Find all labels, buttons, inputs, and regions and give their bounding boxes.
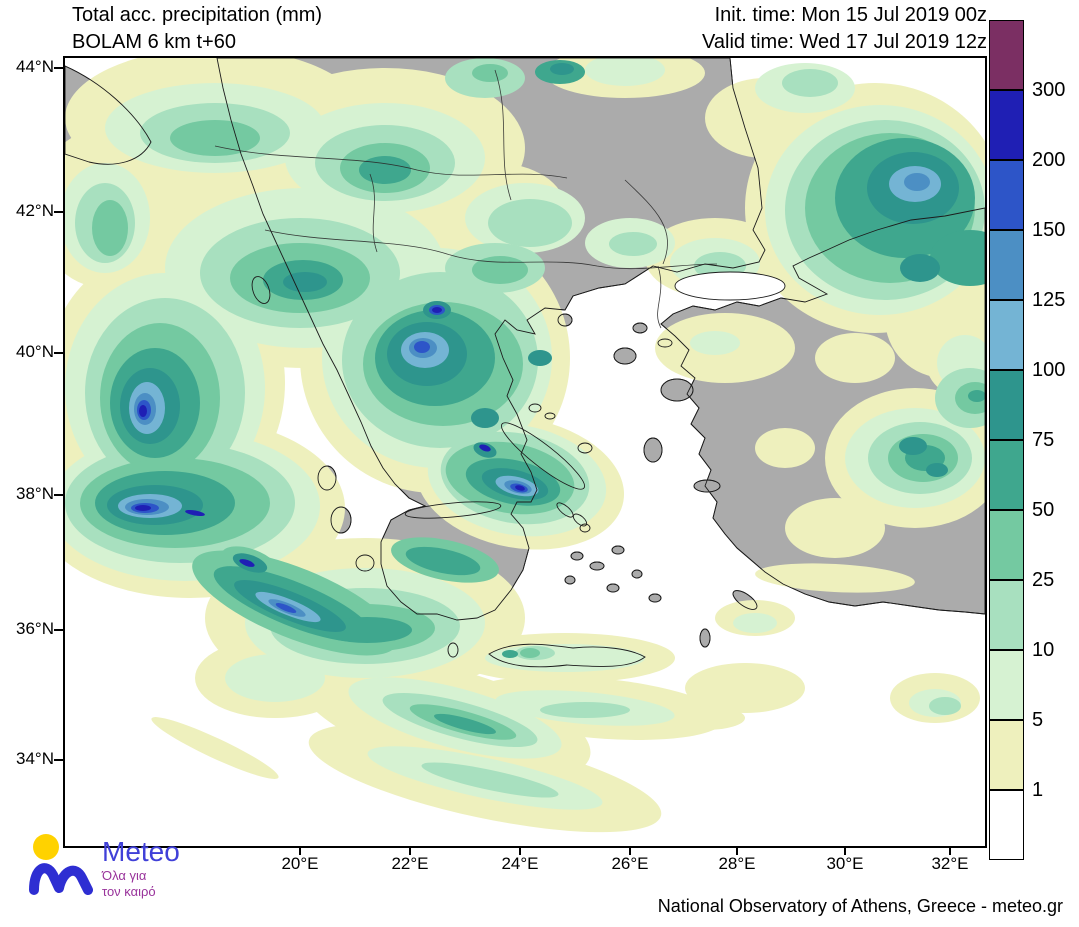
y-tick-mark: [54, 759, 63, 761]
x-tick-mark: [844, 846, 846, 855]
x-axis-label: 22°E: [391, 854, 429, 873]
y-axis-label: 36°N: [16, 619, 54, 638]
legend-tick-label: 150: [1032, 219, 1066, 241]
y-axis-label: 40°N: [16, 342, 54, 361]
legend-tick-label: 50: [1032, 499, 1055, 521]
x-tick-mark: [409, 846, 411, 855]
map-titles: Total acc. precipitation (mm) BOLAM 6 km…: [72, 2, 322, 56]
legend-color-box: [989, 440, 1024, 510]
brand-tagline-line2: τον καιρό: [102, 884, 156, 899]
y-axis-label: 38°N: [16, 484, 54, 503]
x-tick-mark: [299, 846, 301, 855]
legend-tick-label: 75: [1032, 429, 1055, 451]
attribution-text: National Observatory of Athens, Greece -…: [657, 896, 1063, 916]
sea-of-marmara: [674, 271, 786, 301]
precipitation-layer: [65, 58, 985, 833]
legend-tick-label: 5: [1032, 709, 1044, 731]
legend-color-box: [989, 580, 1024, 650]
legend-tick-label: 200: [1032, 149, 1066, 171]
legend-tick-label: 300: [1032, 79, 1066, 101]
m-wave-icon: [29, 863, 93, 895]
valid-time: Valid time: Wed 17 Jul 2019 12z: [702, 31, 987, 53]
meteo-logo-text: Meteo Όλα για τον καιρό: [102, 836, 180, 900]
meteo-logo: Meteo Όλα για τον καιρό: [28, 834, 180, 900]
x-axis-label: 28°E: [718, 854, 756, 873]
y-axis-label: 44°N: [16, 57, 54, 76]
legend-tick-label: 10: [1032, 639, 1055, 661]
init-time: Init. time: Mon 15 Jul 2019 00z: [714, 4, 987, 26]
y-axis-label: 34°N: [16, 749, 54, 768]
map-canvas: [63, 56, 987, 848]
brand-name: Meteo: [102, 836, 180, 867]
legend-color-box: [989, 720, 1024, 790]
y-tick-mark: [54, 629, 63, 631]
sun-icon: [33, 834, 59, 860]
x-tick-mark: [519, 846, 521, 855]
legend-color-box: [989, 160, 1024, 230]
map-title: Total acc. precipitation (mm): [72, 4, 323, 26]
meteo-logo-mark: [29, 834, 93, 895]
y-tick-mark: [54, 494, 63, 496]
precipitation-map: [65, 58, 985, 846]
legend-color-box: [989, 20, 1024, 90]
country-borders: [214, 69, 718, 329]
legend-color-box: [989, 790, 1024, 860]
x-tick-mark: [736, 846, 738, 855]
y-axis-label: 42°N: [16, 201, 54, 220]
x-tick-mark: [949, 846, 951, 855]
model-subtitle: BOLAM 6 km t+60: [72, 31, 236, 53]
legend-tick-label: 1: [1032, 779, 1044, 801]
legend-tick-label: 125: [1032, 289, 1066, 311]
legend-color-box: [989, 230, 1024, 300]
x-axis-label: 30°E: [826, 854, 864, 873]
legend-color-box: [989, 300, 1024, 370]
legend-color-box: [989, 370, 1024, 440]
legend-color-box: [989, 90, 1024, 160]
x-axis-label: 24°E: [501, 854, 539, 873]
run-times: Init. time: Mon 15 Jul 2019 00z Valid ti…: [702, 2, 987, 56]
legend-tick-label: 100: [1032, 359, 1066, 381]
gulf-of-corinth: [404, 501, 502, 519]
legend-color-box: [989, 510, 1024, 580]
legend-color-box: [989, 650, 1024, 720]
y-tick-mark: [54, 211, 63, 213]
x-axis-label: 26°E: [611, 854, 649, 873]
y-tick-mark: [54, 67, 63, 69]
brand-tagline-line1: Όλα για: [102, 868, 147, 883]
x-axis-label: 20°E: [281, 854, 319, 873]
y-tick-mark: [54, 352, 63, 354]
x-axis-label: 32°E: [931, 854, 969, 873]
x-tick-mark: [629, 846, 631, 855]
legend-tick-label: 25: [1032, 569, 1055, 591]
